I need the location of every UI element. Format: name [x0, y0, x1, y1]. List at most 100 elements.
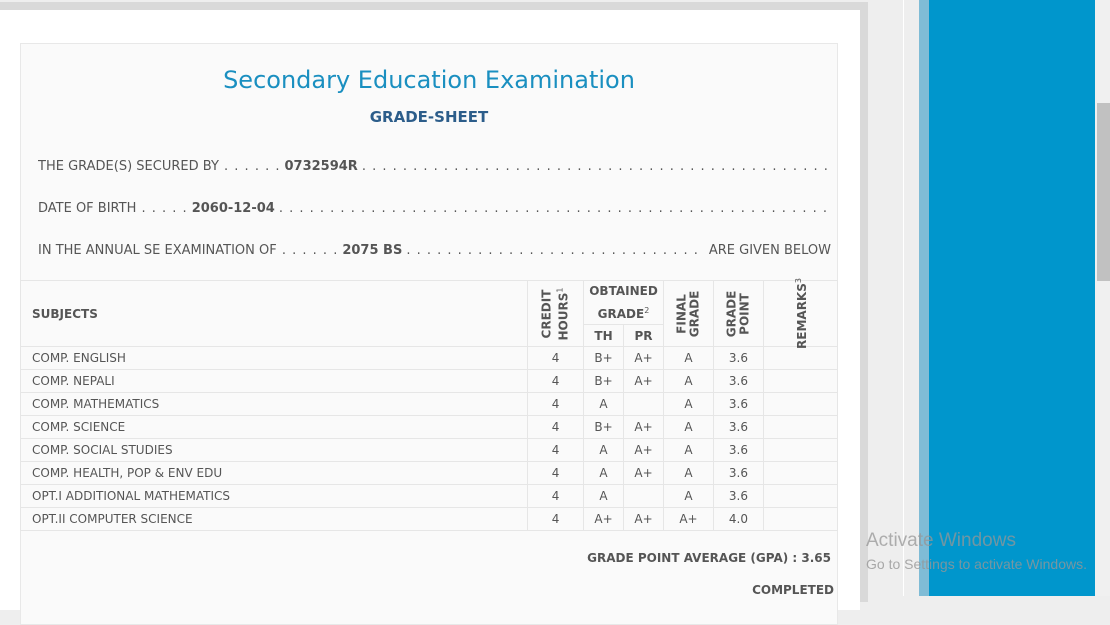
- cell-remarks: [762, 415, 839, 439]
- cell-subject: COMP. NEPALI: [19, 369, 529, 393]
- table-row: COMP. ENGLISH 4 B+ A+ A 3.6: [19, 346, 839, 370]
- header-grade-point: GRADE POINT: [712, 280, 764, 347]
- header-subjects: SUBJECTS: [19, 280, 529, 347]
- cell-gp: 3.6: [712, 484, 764, 508]
- dob-line: DATE OF BIRTH . . . . . 2060-12-04: [38, 201, 831, 216]
- exam-line: IN THE ANNUAL SE EXAMINATION OF . . . . …: [38, 243, 831, 258]
- cell-final: A: [662, 415, 714, 439]
- header-final-grade: FINAL GRADE: [662, 280, 714, 347]
- result-status: COMPLETED: [752, 583, 834, 597]
- header-credit-hours: CREDIT HOURS1: [527, 280, 585, 347]
- cell-credit: 4: [527, 461, 585, 485]
- cell-remarks: [762, 438, 839, 462]
- dob-label: DATE OF BIRTH: [38, 201, 137, 216]
- table-row: COMP. HEALTH, POP & ENV EDU 4 A A+ A 3.6: [19, 461, 839, 485]
- header-th: TH: [583, 324, 624, 347]
- header-remarks: REMARKS3: [762, 278, 839, 349]
- cell-final: A: [662, 369, 714, 393]
- gpa-summary: GRADE POINT AVERAGE (GPA) : 3.65: [587, 551, 831, 565]
- sheet-subtitle: GRADE-SHEET: [369, 108, 489, 126]
- cell-gp: 3.6: [712, 392, 764, 416]
- secured-by-label: THE GRADE(S) SECURED BY: [38, 159, 219, 174]
- cell-credit: 4: [527, 438, 585, 462]
- cell-final: A: [662, 346, 714, 370]
- cell-remarks: [762, 346, 839, 370]
- dot-leader: [406, 243, 705, 258]
- secured-by-line: THE GRADE(S) SECURED BY . . . . . . 0732…: [38, 159, 831, 174]
- cell-subject: COMP. SOCIAL STUDIES: [19, 438, 529, 462]
- cell-pr: A+: [623, 438, 664, 462]
- exam-year: 2075 BS: [342, 243, 403, 258]
- table-row: COMP. NEPALI 4 B+ A+ A 3.6: [19, 369, 839, 393]
- side-panel: [929, 0, 1095, 596]
- cell-pr: [623, 484, 664, 508]
- grades-table: SUBJECTS CREDIT HOURS1 OBTAINED GRADE2 FIN…: [19, 278, 839, 531]
- table-row: OPT.II COMPUTER SCIENCE 4 A+ A+ A+ 4.0: [19, 507, 839, 531]
- cell-pr: A+: [623, 415, 664, 439]
- scrollbar-thumb[interactable]: [1097, 103, 1110, 281]
- side-panel-edge: [919, 0, 929, 596]
- cell-subject: COMP. HEALTH, POP & ENV EDU: [19, 461, 529, 485]
- cell-final: A+: [662, 507, 714, 531]
- cell-th: A+: [583, 507, 624, 531]
- cell-final: A: [662, 461, 714, 485]
- cell-pr: A+: [623, 369, 664, 393]
- cell-final: A: [662, 438, 714, 462]
- dot-leader: [279, 201, 831, 216]
- cell-th: A: [583, 484, 624, 508]
- cell-th: A: [583, 392, 624, 416]
- cell-th: B+: [583, 369, 624, 393]
- cell-th: A: [583, 438, 624, 462]
- cell-credit: 4: [527, 392, 585, 416]
- cell-credit: 4: [527, 415, 585, 439]
- cell-gp: 3.6: [712, 438, 764, 462]
- cell-th: B+: [583, 346, 624, 370]
- cell-credit: 4: [527, 346, 585, 370]
- cell-remarks: [762, 392, 839, 416]
- dot-leader: . . . . .: [136, 201, 188, 216]
- cell-final: A: [662, 392, 714, 416]
- header-obtained-grade: OBTAINED GRADE2: [583, 280, 664, 325]
- cell-credit: 4: [527, 369, 585, 393]
- cell-th: B+: [583, 415, 624, 439]
- header-pr: PR: [623, 324, 664, 347]
- table-row: COMP. SCIENCE 4 B+ A+ A 3.6: [19, 415, 839, 439]
- table-row: COMP. MATHEMATICS 4 A A 3.6: [19, 392, 839, 416]
- cell-pr: A+: [623, 461, 664, 485]
- dot-leader: . . . . . .: [276, 243, 339, 258]
- dot-leader: [362, 159, 831, 174]
- cell-final: A: [662, 484, 714, 508]
- divider: [903, 0, 904, 596]
- dob-value: 2060-12-04: [191, 201, 275, 216]
- table-row: COMP. SOCIAL STUDIES 4 A A+ A 3.6: [19, 438, 839, 462]
- cell-gp: 4.0: [712, 507, 764, 531]
- cell-remarks: [762, 369, 839, 393]
- table-row: OPT.I ADDITIONAL MATHEMATICS 4 A A 3.6: [19, 484, 839, 508]
- dot-leader: . . . . . .: [218, 159, 281, 174]
- content-panel: Secondary Education Examination GRADE-SH…: [0, 10, 860, 625]
- exam-title: Secondary Education Examination: [223, 66, 635, 94]
- grade-sheet: Secondary Education Examination GRADE-SH…: [19, 43, 839, 625]
- cell-pr: A+: [623, 346, 664, 370]
- exam-label: IN THE ANNUAL SE EXAMINATION OF: [38, 243, 277, 258]
- cell-gp: 3.6: [712, 461, 764, 485]
- scrollbar[interactable]: [1095, 0, 1110, 596]
- cell-gp: 3.6: [712, 346, 764, 370]
- cell-subject: OPT.II COMPUTER SCIENCE: [19, 507, 529, 531]
- cell-credit: 4: [527, 507, 585, 531]
- cell-remarks: [762, 484, 839, 508]
- cell-gp: 3.6: [712, 415, 764, 439]
- cell-subject: COMP. SCIENCE: [19, 415, 529, 439]
- given-below: ARE GIVEN BELOW: [708, 243, 831, 258]
- cell-gp: 3.6: [712, 369, 764, 393]
- cell-subject: COMP. ENGLISH: [19, 346, 529, 370]
- cell-subject: OPT.I ADDITIONAL MATHEMATICS: [19, 484, 529, 508]
- cell-credit: 4: [527, 484, 585, 508]
- cell-pr: [623, 392, 664, 416]
- cell-remarks: [762, 507, 839, 531]
- cell-th: A: [583, 461, 624, 485]
- cell-remarks: [762, 461, 839, 485]
- symbol-number: 0732594R: [284, 159, 358, 174]
- cell-subject: COMP. MATHEMATICS: [19, 392, 529, 416]
- cell-pr: A+: [623, 507, 664, 531]
